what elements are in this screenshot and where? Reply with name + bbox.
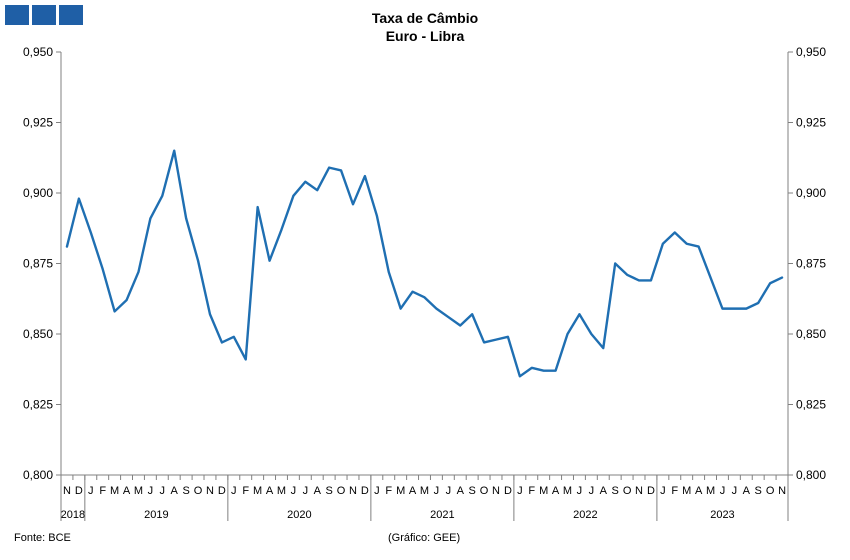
x-year-label: 2023	[710, 509, 734, 521]
x-month-label: N	[635, 485, 643, 497]
y-tick-label-left: 0,800	[23, 468, 53, 482]
x-month-label: M	[396, 485, 405, 497]
x-month-label: D	[504, 485, 512, 497]
x-month-label: J	[660, 485, 666, 497]
logo-block-2	[32, 5, 56, 25]
x-month-label: O	[480, 485, 489, 497]
x-month-label: S	[469, 485, 476, 497]
x-month-label: A	[600, 485, 608, 497]
y-tick-label-right: 0,925	[796, 116, 826, 130]
x-month-label: A	[695, 485, 703, 497]
y-tick-label-right: 0,825	[796, 398, 826, 412]
series-line-euro-libra	[65, 149, 784, 378]
x-month-label: J	[577, 485, 583, 497]
y-tick-label-right: 0,950	[796, 45, 826, 59]
x-month-label: J	[589, 485, 595, 497]
x-month-label: F	[99, 485, 106, 497]
x-month-label: J	[231, 485, 237, 497]
x-month-label: A	[123, 485, 131, 497]
y-tick-label-right: 0,850	[796, 327, 826, 341]
chart-title-block: Taxa de Câmbio Euro - Libra	[0, 9, 850, 45]
x-year-label: 2018	[61, 509, 85, 521]
x-month-label: M	[134, 485, 143, 497]
x-month-label: M	[563, 485, 572, 497]
x-month-label: O	[337, 485, 346, 497]
x-year-label: 2019	[144, 509, 168, 521]
y-tick-label-right: 0,800	[796, 468, 826, 482]
x-month-label: A	[552, 485, 560, 497]
x-month-label: D	[361, 485, 369, 497]
x-month-label: M	[110, 485, 119, 497]
x-month-label: N	[492, 485, 500, 497]
x-month-label: J	[160, 485, 166, 497]
x-month-label: N	[778, 485, 786, 497]
x-month-label: A	[743, 485, 751, 497]
x-month-label: S	[612, 485, 619, 497]
x-month-label: M	[277, 485, 286, 497]
x-month-label: M	[682, 485, 691, 497]
y-tick-label-left: 0,875	[23, 257, 53, 271]
x-month-label: A	[266, 485, 274, 497]
x-month-label: M	[420, 485, 429, 497]
source-note: Fonte: BCE	[14, 532, 71, 544]
x-month-label: O	[766, 485, 775, 497]
x-month-label: M	[539, 485, 548, 497]
x-month-label: M	[706, 485, 715, 497]
x-year-label: 2022	[573, 509, 597, 521]
x-month-label: A	[409, 485, 417, 497]
y-tick-label-left: 0,925	[23, 116, 53, 130]
x-month-label: S	[755, 485, 762, 497]
x-month-label: J	[148, 485, 154, 497]
x-month-label: N	[206, 485, 214, 497]
logo-block-1	[5, 5, 29, 25]
chart-subtitle: Euro - Libra	[385, 28, 465, 44]
chart-title: Taxa de Câmbio	[371, 10, 479, 26]
y-tick-label-left: 0,825	[23, 398, 53, 412]
x-month-label: F	[242, 485, 249, 497]
x-month-label: D	[647, 485, 655, 497]
x-month-label: J	[732, 485, 738, 497]
y-tick-label-left: 0,950	[23, 45, 53, 59]
x-month-label: J	[374, 485, 380, 497]
x-month-label: F	[671, 485, 678, 497]
x-month-label: M	[253, 485, 262, 497]
credit-note: (Gráfico: GEE)	[388, 532, 461, 544]
x-month-label: J	[446, 485, 452, 497]
x-month-label: J	[291, 485, 297, 497]
x-month-label: J	[303, 485, 309, 497]
x-month-label: O	[623, 485, 632, 497]
y-tick-label-left: 0,900	[23, 186, 53, 200]
y-tick-label-right: 0,900	[796, 186, 826, 200]
x-month-label: A	[171, 485, 179, 497]
x-month-label: J	[88, 485, 94, 497]
x-month-label: F	[528, 485, 535, 497]
x-month-label: J	[720, 485, 726, 497]
x-month-label: S	[182, 485, 189, 497]
x-month-label: S	[325, 485, 332, 497]
x-month-label: A	[314, 485, 322, 497]
x-year-label: 2021	[430, 509, 454, 521]
x-month-label: D	[75, 485, 83, 497]
gee-logo	[5, 5, 83, 25]
x-month-label: J	[517, 485, 523, 497]
x-month-label: J	[434, 485, 440, 497]
x-month-label: F	[385, 485, 392, 497]
x-month-label: D	[218, 485, 226, 497]
x-month-label: O	[194, 485, 203, 497]
x-month-label: A	[457, 485, 465, 497]
y-tick-label-left: 0,850	[23, 327, 53, 341]
logo-block-3	[59, 5, 83, 25]
y-tick-label-right: 0,875	[796, 257, 826, 271]
x-year-label: 2020	[287, 509, 311, 521]
x-month-label: N	[63, 485, 71, 497]
x-month-label: N	[349, 485, 357, 497]
